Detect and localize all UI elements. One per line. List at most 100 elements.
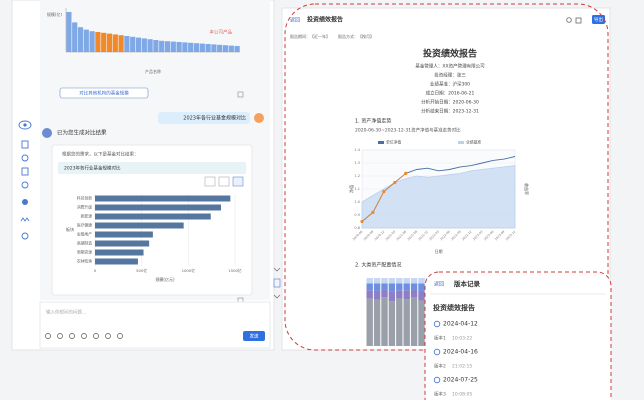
bar [106, 33, 113, 52]
compare-button[interactable] [59, 87, 149, 99]
point [382, 190, 386, 194]
eye-icon[interactable] [18, 120, 32, 130]
bar [66, 12, 72, 52]
popup-back[interactable]: 返回 [434, 281, 444, 288]
version-popup: 返回 版本记录 投资绩效报告 2024-04-12 版本1 10:03:22 2024… [424, 271, 612, 400]
copy-icon[interactable] [237, 91, 244, 98]
file-icon[interactable] [21, 167, 29, 176]
line-view-button[interactable] [218, 176, 230, 187]
tool-icon[interactable] [117, 333, 123, 339]
bar-segment [381, 289, 388, 298]
annotation: 本公司产品 [210, 29, 233, 36]
answer-card [51, 144, 253, 296]
user-icon[interactable] [22, 199, 28, 205]
export-button[interactable] [592, 15, 605, 24]
bar [118, 35, 124, 52]
eye-pupil [23, 123, 27, 127]
history-icon[interactable] [575, 17, 582, 24]
history-icon[interactable] [21, 154, 29, 162]
y-tick-label: 科技创新 [77, 196, 92, 201]
tool-icon[interactable] [93, 333, 99, 339]
x-tick-label: 0 [94, 268, 97, 273]
y-tick-label: 农林牧渔 [77, 259, 92, 264]
bar [95, 240, 150, 247]
tool-icon[interactable] [81, 333, 87, 339]
version-time: 10:03:22 [452, 336, 472, 342]
doc-icon[interactable] [21, 140, 29, 149]
bar-segment [403, 290, 410, 300]
bar [95, 258, 138, 265]
x-tick-label: 2023-09 [494, 230, 506, 242]
collapse-arrows[interactable] [273, 267, 281, 299]
tool-icon[interactable] [69, 333, 75, 339]
report-field: 投资经理：张三 [434, 72, 466, 79]
version-date[interactable]: 2024-07-25 [443, 377, 478, 384]
report-back[interactable]: 返回 [290, 17, 300, 24]
y-axis-label: 规模(亿) [47, 11, 63, 17]
bar [135, 37, 142, 52]
bar-segment [403, 278, 410, 284]
point [404, 171, 408, 175]
y-tick-label: 消费升级 [77, 205, 92, 210]
bar-segment [388, 291, 396, 302]
bar [228, 45, 234, 52]
x-tick-label: 2022-09 [450, 230, 462, 242]
x-tick-label: 2020-09 [363, 230, 375, 242]
settings-icon[interactable] [21, 232, 29, 240]
legend-label: 业绩基准 [466, 140, 481, 145]
bar-segment [418, 283, 425, 291]
tool-icon[interactable] [45, 333, 51, 339]
send-button[interactable] [243, 331, 265, 341]
bar [89, 31, 95, 52]
x-tick-label: 2021-06 [395, 230, 407, 242]
bar-segment [396, 290, 403, 299]
send-button-text: 发送 [250, 333, 259, 340]
bar-segment [418, 300, 425, 346]
user-bubble [158, 112, 250, 124]
bar [205, 44, 211, 52]
x-tick-label: 2022-03 [428, 230, 440, 242]
bar [164, 41, 171, 52]
version-dot [433, 348, 441, 356]
bar-segment [381, 297, 388, 346]
bar-segment [418, 290, 425, 301]
bar-segment [366, 298, 373, 346]
y-tick-label: 1.2 [354, 174, 360, 178]
bar-segment [410, 283, 418, 290]
chart-icon[interactable] [20, 217, 30, 222]
doc-toggle[interactable] [273, 278, 281, 288]
bar [83, 29, 89, 52]
assistant-name: 已为您生成对比结果 [57, 129, 107, 137]
report-filter[interactable]: 报告期间：【近一年】 [290, 33, 330, 39]
sidebar [18, 120, 32, 240]
legend-label: 单位净值 [386, 140, 401, 145]
y-tick-label: 高端制造 [77, 241, 92, 246]
x-tick-label: 2021-03 [384, 230, 396, 242]
version-time: 10:08:05 [452, 392, 472, 398]
x-tick-label: 2021-12 [417, 230, 429, 242]
point [371, 210, 375, 214]
user-message: 2023年各行业基金规模对比 [183, 115, 246, 122]
search-icon[interactable] [21, 181, 29, 189]
y-tick-label: 周期资源 [77, 250, 92, 255]
bar [95, 249, 144, 256]
bar-segment [410, 278, 418, 284]
x-tick-label: 2023-06 [483, 230, 495, 242]
bar-segment [381, 278, 388, 284]
tool-icon[interactable] [57, 333, 63, 339]
y-tick-label: 1.4 [354, 148, 360, 152]
version-date[interactable]: 2024-04-12 [443, 321, 478, 328]
point [360, 219, 364, 224]
bar-view-button[interactable] [204, 176, 216, 187]
refresh-icon[interactable] [566, 17, 572, 23]
legend-swatch [378, 141, 384, 144]
assistant-intro: 根据您的需求，以下是基金对比结果： [62, 151, 139, 158]
tool-icon[interactable] [105, 333, 111, 339]
bar-segment [388, 278, 396, 284]
table-view-button[interactable] [232, 176, 244, 187]
input-box[interactable] [39, 301, 271, 349]
report-filter[interactable]: 报告方式：【按月】 [338, 33, 374, 39]
version-date[interactable]: 2024-04-16 [443, 349, 478, 356]
version-dot [433, 376, 441, 384]
